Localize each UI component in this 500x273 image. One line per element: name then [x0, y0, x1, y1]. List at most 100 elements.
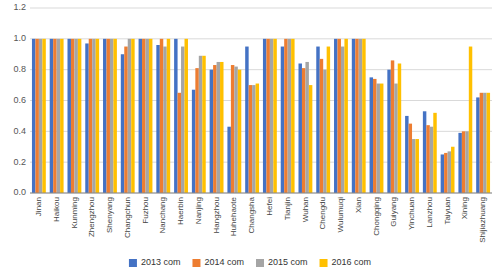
bar	[433, 113, 436, 193]
chart: 0.00.20.40.60.81.01.2JinanHaikouKunmingZ…	[0, 0, 500, 273]
bar	[327, 47, 330, 193]
bar	[409, 124, 412, 193]
bar	[284, 39, 287, 193]
bar	[448, 151, 451, 193]
bar	[398, 64, 401, 194]
bar	[355, 39, 358, 193]
legend-swatch	[129, 259, 137, 267]
x-tick-label: Chengdu	[318, 197, 327, 229]
x-tick-label: Tianjin	[283, 197, 292, 220]
legend: 2013 com2014 com2015 com2016 com	[129, 257, 371, 267]
x-tick-label: Nanjing	[194, 197, 203, 224]
bar	[234, 67, 237, 193]
bar	[480, 93, 483, 193]
bar	[430, 127, 433, 193]
x-tick-label: Lanzhou	[425, 197, 434, 228]
x-tick-label: Haikou	[52, 197, 61, 222]
bar	[110, 39, 113, 193]
bar	[92, 39, 95, 193]
bar	[131, 39, 134, 193]
bar	[302, 68, 305, 193]
bar	[316, 47, 319, 193]
y-tick-label: 0.6	[13, 95, 26, 105]
bar	[458, 133, 461, 193]
bar	[142, 39, 145, 193]
x-tick-label: Wulumuqi	[336, 197, 345, 233]
grid-line	[30, 193, 492, 194]
bar	[210, 70, 213, 193]
bar	[469, 47, 472, 193]
grid-line	[30, 100, 492, 101]
bar	[227, 127, 230, 193]
bar	[71, 39, 74, 193]
bar	[167, 39, 170, 193]
x-tick-label: Jinan	[34, 197, 43, 216]
bar	[334, 39, 337, 193]
bar	[199, 56, 202, 193]
x-tick-label: Changsha	[247, 196, 256, 233]
legend-label: 2013 com	[141, 257, 181, 267]
bar	[245, 47, 248, 193]
bar	[202, 56, 205, 193]
bar	[323, 70, 326, 193]
y-axis: 0.00.20.40.60.81.01.2	[13, 2, 492, 197]
bar	[426, 125, 429, 193]
bar	[128, 39, 131, 193]
bar	[249, 85, 252, 193]
bar	[441, 154, 444, 193]
bar	[380, 84, 383, 193]
bar	[252, 85, 255, 193]
bar	[266, 39, 269, 193]
bar	[53, 39, 56, 193]
bar	[476, 97, 479, 193]
grid-line	[30, 131, 492, 132]
y-tick-label: 1.0	[13, 33, 26, 43]
y-tick-label: 1.2	[13, 2, 26, 12]
bar	[291, 39, 294, 193]
bar	[416, 139, 419, 193]
bar	[78, 39, 81, 193]
bar	[42, 39, 45, 193]
legend-swatch	[320, 259, 328, 267]
bar	[192, 90, 195, 193]
bar	[483, 93, 486, 193]
bar	[337, 39, 340, 193]
bar	[387, 70, 390, 193]
bar	[256, 84, 259, 193]
bar	[67, 39, 70, 193]
y-tick-label: 0.0	[13, 187, 26, 197]
x-tick-label: Taiyuan	[443, 197, 452, 225]
bar	[370, 77, 373, 193]
bar	[217, 62, 220, 193]
bar	[149, 39, 152, 193]
legend-swatch	[192, 259, 200, 267]
x-tick-label: Xian	[354, 197, 363, 213]
x-tick-label: Xining	[460, 197, 469, 219]
bar	[32, 39, 35, 193]
bar	[124, 47, 127, 193]
bar	[181, 47, 184, 193]
bar	[121, 54, 124, 193]
bar	[391, 60, 394, 193]
bar	[178, 93, 181, 193]
bar	[362, 39, 365, 193]
bar	[89, 39, 92, 193]
grid-line	[30, 162, 492, 163]
x-tick-label: Fuzhou	[141, 197, 150, 224]
bar	[465, 131, 468, 193]
bar	[423, 111, 426, 193]
x-tick-label: Wuhan	[301, 197, 310, 222]
x-tick-label: Yinchuan	[407, 197, 416, 230]
bar	[185, 39, 188, 193]
x-tick-label: Guiyang	[389, 197, 398, 227]
bar	[57, 39, 60, 193]
bar	[160, 39, 163, 193]
y-tick-label: 0.4	[13, 126, 26, 136]
bar	[281, 47, 284, 193]
bar	[341, 47, 344, 193]
grid-line	[30, 8, 492, 9]
x-tick-label: Hangzhou	[212, 197, 221, 233]
bar	[220, 62, 223, 193]
bar	[273, 39, 276, 193]
legend-label: 2015 com	[268, 257, 308, 267]
